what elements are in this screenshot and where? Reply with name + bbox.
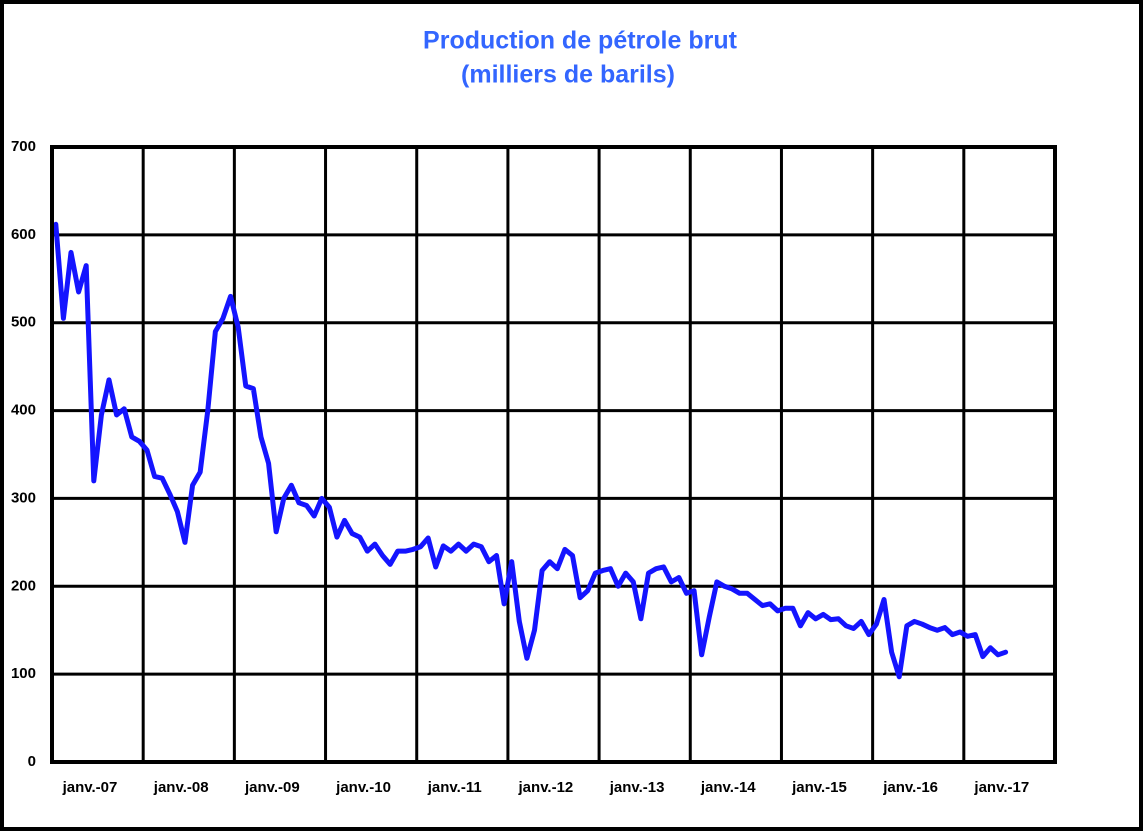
y-tick-label: 400 [11, 402, 36, 419]
y-tick-label: 600 [11, 226, 36, 243]
x-tick-label: janv.-12 [518, 779, 574, 796]
y-tick-label: 100 [11, 665, 36, 682]
x-tick-label: janv.-15 [791, 779, 847, 796]
x-tick-label: janv.-16 [882, 779, 938, 796]
y-tick-label: 300 [11, 489, 36, 506]
x-tick-label: janv.-17 [973, 779, 1029, 796]
x-tick-label: janv.-14 [700, 779, 756, 796]
x-tick-label: janv.-13 [609, 779, 665, 796]
x-tick-label: janv.-09 [244, 779, 300, 796]
x-tick-label: janv.-07 [62, 779, 118, 796]
chart-subtitle: (milliers de barils) [461, 61, 675, 89]
y-tick-label: 700 [11, 138, 36, 155]
y-tick-label: 0 [28, 753, 36, 770]
y-tick-label: 500 [11, 314, 36, 331]
x-tick-label: janv.-08 [153, 779, 209, 796]
x-tick-label: janv.-11 [427, 779, 482, 796]
x-tick-label: janv.-10 [335, 779, 391, 796]
data-line [53, 221, 1009, 680]
y-tick-label: 200 [11, 577, 36, 594]
plot-border [50, 145, 1057, 764]
plot [53, 221, 1009, 680]
chart-title: Production de pétrole brut [423, 27, 738, 55]
